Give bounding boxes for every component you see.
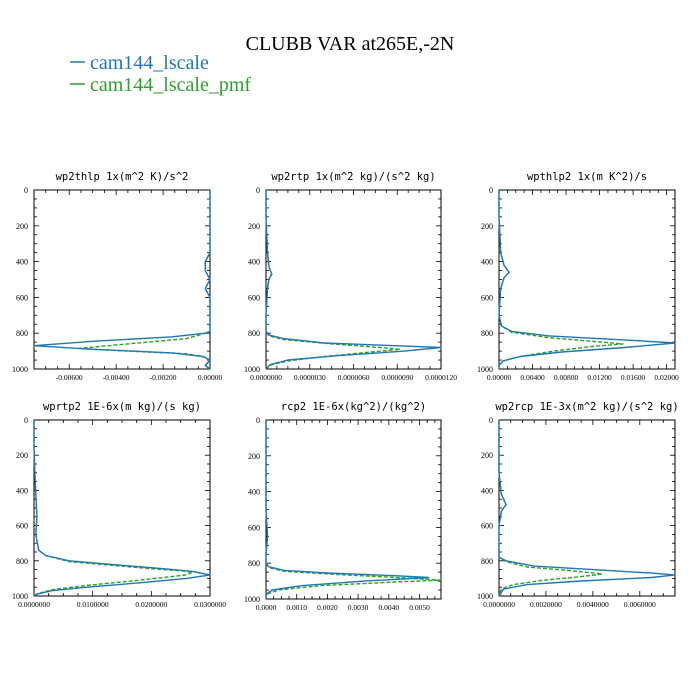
x-tick-label: -0.00600 — [56, 373, 83, 382]
panel-title: wp2rtp 1x(m^2 kg)/(s^2 kg) — [271, 171, 435, 183]
y-tick-label: 200 — [481, 451, 493, 460]
series-line-lscale — [265, 190, 442, 370]
panel-title: wpthlp2 1x(m K^2)/s — [527, 171, 647, 183]
x-tick-label: 0.00000 — [198, 373, 223, 382]
y-tick-label: 0 — [256, 416, 260, 425]
y-tick-label: 800 — [16, 329, 28, 338]
figure-legend: cam144_lscale cam144_lscale_pmf — [70, 52, 251, 96]
series-line-lscale — [498, 420, 676, 597]
y-tick-label: 400 — [16, 486, 28, 495]
x-tick-label: 0.0000000 — [18, 600, 50, 609]
series-line-lscale — [33, 190, 211, 370]
y-tick-label: 600 — [481, 522, 493, 531]
x-tick-label: 0.0050 — [409, 603, 430, 612]
x-tick-label: 0.0040000 — [577, 600, 609, 609]
y-tick-label: 1000 — [477, 592, 493, 601]
y-tick-label: 0 — [24, 416, 28, 425]
x-tick-label: 0.0100000 — [77, 600, 109, 609]
y-tick-label: 600 — [16, 522, 28, 531]
y-tick-label: 400 — [481, 258, 493, 267]
panel-title: wprtp2 1E-6x(m kg)/(s kg) — [43, 401, 201, 413]
x-tick-label: 0.0300000 — [194, 600, 226, 609]
y-tick-label: 200 — [248, 222, 260, 231]
y-tick-label: 0 — [489, 186, 493, 195]
y-tick-label: 400 — [481, 486, 493, 495]
y-tick-label: 1000 — [12, 365, 28, 374]
x-tick-label: 0.0010 — [286, 603, 307, 612]
y-tick-label: 1000 — [12, 592, 28, 601]
x-tick-label: 0.0000030 — [294, 373, 326, 382]
y-tick-label: 400 — [248, 488, 260, 497]
legend-label-lscale: cam144_lscale — [90, 52, 209, 74]
panel-grid: wp2thlp 1x(m^2 K)/s^2 0 200 400 600 800 1000 -0… — [12, 171, 679, 612]
x-tick-label: 0.01600 — [621, 373, 646, 382]
panel-title: wp2rcp 1E-3x(m^2 kg)/(s^2 kg) — [495, 401, 678, 413]
x-tick-label: 0.0000120 — [425, 373, 457, 382]
chart-panel-2: wp2rtp 1x(m^2 kg)/(s^2 kg) 0 200 400 600 800 1… — [244, 171, 457, 382]
y-tick-label: 600 — [248, 523, 260, 532]
x-tick-label: 0.0000000 — [483, 600, 515, 609]
y-tick-label: 200 — [16, 222, 28, 231]
legend-label-lscale-pmf: cam144_lscale_pmf — [90, 74, 251, 96]
x-tick-label: 0.00400 — [520, 373, 545, 382]
x-tick-label: 0.0040 — [378, 603, 399, 612]
series-line-lscale — [498, 190, 676, 369]
y-tick-label: 200 — [248, 452, 260, 461]
x-tick-label: -0.00200 — [150, 373, 177, 382]
panel-title: wp2thlp 1x(m^2 K)/s^2 — [56, 171, 189, 183]
y-tick-label: 400 — [16, 258, 28, 267]
x-tick-label: 0.01200 — [587, 373, 612, 382]
x-tick-label: 0.00000 — [487, 373, 512, 382]
x-tick-label: 0.0030 — [348, 603, 369, 612]
y-tick-label: 800 — [16, 557, 28, 566]
y-tick-label: 1000 — [244, 595, 260, 604]
y-tick-label: 0 — [256, 186, 260, 195]
y-tick-label: 600 — [16, 293, 28, 302]
y-tick-label: 600 — [248, 293, 260, 302]
x-tick-label: 0.0060000 — [624, 600, 656, 609]
figure-title: CLUBB VAR at265E,-2N — [246, 33, 455, 55]
y-tick-label: 400 — [248, 258, 260, 267]
y-tick-label: 1000 — [477, 365, 493, 374]
x-tick-label: 0.0000000 — [250, 373, 282, 382]
x-tick-label: 0.0000 — [256, 603, 277, 612]
series-line-lscale — [33, 420, 211, 597]
y-tick-label: 800 — [248, 329, 260, 338]
x-tick-label: 0.0020 — [317, 603, 338, 612]
y-tick-label: 200 — [16, 451, 28, 460]
chart-panel-1: wp2thlp 1x(m^2 K)/s^2 0 200 400 600 800 1000 -0… — [12, 171, 222, 382]
chart-panel-5: rcp2 1E-6x(kg^2)/(kg^2) 0 200 400 600 800 1000… — [244, 401, 442, 612]
y-tick-label: 200 — [481, 222, 493, 231]
x-tick-label: 0.0200000 — [135, 600, 167, 609]
x-tick-label: 0.02000 — [654, 373, 679, 382]
x-tick-label: 0.0000060 — [338, 373, 370, 382]
x-tick-label: 0.0020000 — [530, 600, 562, 609]
chart-panel-3: wpthlp2 1x(m K^2)/s020040060080010000.00… — [477, 171, 679, 382]
y-tick-label: 800 — [481, 329, 493, 338]
series-line-lscale — [265, 420, 430, 599]
y-tick-label: 0 — [489, 416, 493, 425]
y-tick-label: 800 — [481, 557, 493, 566]
y-tick-label: 1000 — [244, 365, 260, 374]
chart-panel-4: wprtp2 1E-6x(m kg)/(s kg) 0 200 400 600 800 10… — [12, 401, 226, 609]
y-tick-label: 800 — [248, 559, 260, 568]
panel-title: rcp2 1E-6x(kg^2)/(kg^2) — [281, 401, 426, 413]
y-tick-label: 600 — [481, 293, 493, 302]
x-tick-label: -0.00400 — [103, 373, 130, 382]
x-tick-label: 0.0000090 — [381, 373, 413, 382]
x-tick-label: 0.00800 — [554, 373, 579, 382]
y-tick-label: 0 — [24, 186, 28, 195]
chart-panel-6: wp2rcp 1E-3x(m^2 kg)/(s^2 kg)0 200 400 600 8… — [477, 401, 679, 609]
